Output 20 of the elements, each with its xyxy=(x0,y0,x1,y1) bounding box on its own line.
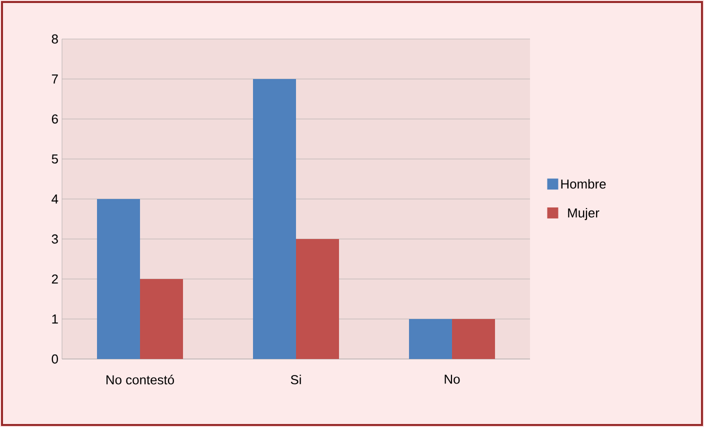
bar xyxy=(452,319,496,359)
y-tick-label: 2 xyxy=(52,274,58,284)
y-tick-label: 8 xyxy=(52,34,58,44)
bar xyxy=(296,239,340,359)
y-tick-label: 1 xyxy=(52,314,58,324)
y-tick-label: 6 xyxy=(52,114,58,124)
bar xyxy=(409,319,452,359)
y-tick-label: 4 xyxy=(52,194,58,204)
bar xyxy=(253,79,296,359)
x-tick-label: No xyxy=(444,374,460,384)
legend-label: Mujer xyxy=(568,208,600,220)
y-tick-label: 5 xyxy=(52,154,58,164)
y-tick-label: 3 xyxy=(52,234,58,244)
x-tick-label: Si xyxy=(290,374,301,384)
y-tick-label: 0 xyxy=(52,354,58,364)
bar xyxy=(97,199,140,359)
x-tick-label: No contestó xyxy=(106,374,174,384)
y-tick-label: 7 xyxy=(52,74,58,84)
bar xyxy=(140,279,184,359)
legend-label: Hombre xyxy=(561,179,606,189)
